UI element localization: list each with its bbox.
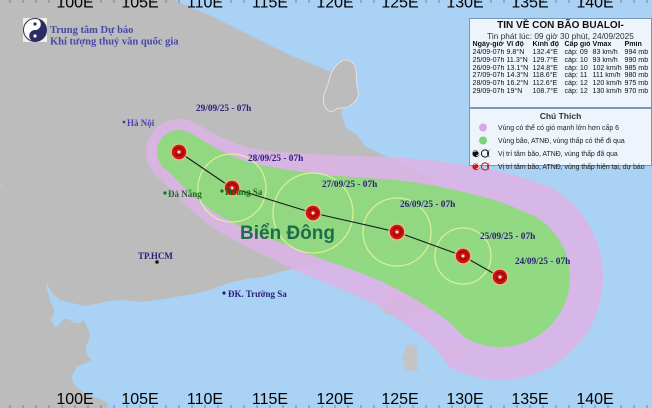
svg-text:25/09/25 - 07h: 25/09/25 - 07h [480, 232, 536, 242]
svg-text:130E: 130E [446, 391, 483, 408]
svg-text:Đà Nẵng: Đà Nẵng [168, 189, 202, 199]
svg-text:Trung tâm Dự báo: Trung tâm Dự báo [50, 25, 133, 36]
svg-text:110E: 110E [187, 391, 223, 408]
svg-text:115E: 115E [252, 391, 288, 408]
svg-text:Hà Nội: Hà Nội [127, 118, 155, 128]
svg-text:24/09/25 - 07h: 24/09/25 - 07h [515, 257, 571, 267]
svg-text:125E: 125E [381, 391, 418, 408]
svg-text:140E: 140E [576, 0, 613, 12]
svg-text:135E: 135E [511, 0, 548, 12]
svg-text:115E: 115E [252, 0, 288, 12]
svg-text:100E: 100E [56, 0, 93, 12]
svg-text:28/09/25 - 07h: 28/09/25 - 07h [248, 154, 304, 164]
svg-text:130E: 130E [446, 0, 483, 12]
svg-text:100E: 100E [56, 391, 93, 408]
svg-text:26/09/25 - 07h: 26/09/25 - 07h [400, 200, 456, 210]
svg-text:TP.HCM: TP.HCM [138, 251, 173, 261]
svg-text:105E: 105E [121, 391, 158, 408]
svg-text:120E: 120E [316, 391, 353, 408]
svg-text:135E: 135E [511, 391, 548, 408]
svg-text:27/09/25 - 07h: 27/09/25 - 07h [322, 180, 378, 190]
svg-text:Hoàng Sa: Hoàng Sa [225, 187, 263, 197]
svg-text:140E: 140E [576, 391, 613, 408]
svg-text:Khí tượng thuỷ văn quốc gia: Khí tượng thuỷ văn quốc gia [50, 37, 179, 48]
svg-text:29/09/25 - 07h: 29/09/25 - 07h [196, 104, 252, 114]
svg-text:120E: 120E [316, 0, 353, 12]
svg-text:ĐK. Trường Sa: ĐK. Trường Sa [228, 289, 287, 299]
svg-text:Biển Đông: Biển Đông [240, 223, 335, 244]
svg-text:105E: 105E [121, 0, 158, 12]
svg-text:110E: 110E [187, 0, 223, 12]
svg-text:125E: 125E [381, 0, 418, 12]
